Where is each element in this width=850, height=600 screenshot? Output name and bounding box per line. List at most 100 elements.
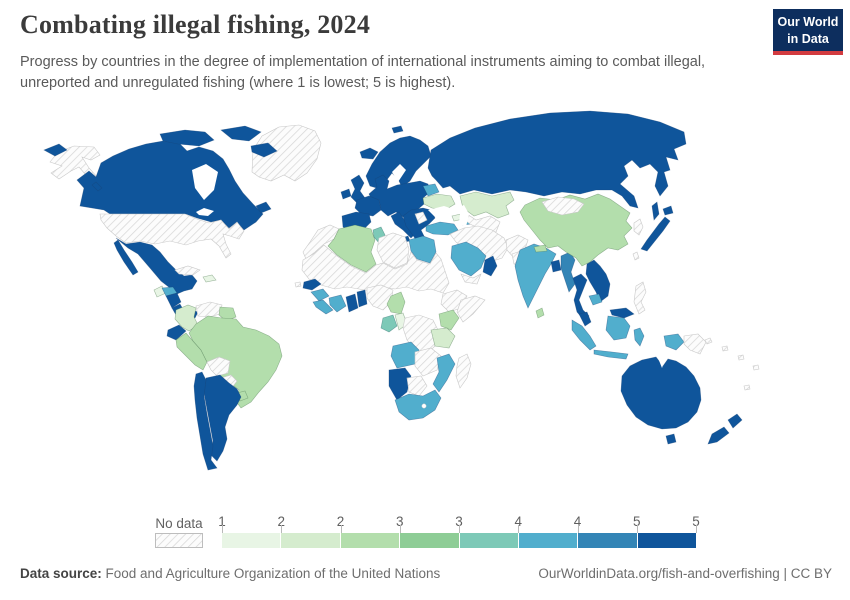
- legend-bin-5[interactable]: [459, 533, 519, 548]
- country-cote-divoire[interactable]: Côte d'Ivoire: [328, 294, 347, 313]
- country-papua-new-guinea[interactable]: Papua New Guinea: [683, 333, 707, 355]
- country-canada-newfoundland[interactable]: Canada: [255, 201, 272, 214]
- country-brazil[interactable]: Brazil: [188, 315, 283, 409]
- country-russia-sakhalin[interactable]: Russia: [651, 201, 660, 221]
- country-togo-benin[interactable]: Togo and Benin: [356, 289, 368, 308]
- country-malaysia-peninsula[interactable]: Malaysia: [578, 311, 592, 327]
- country-saudi-arabia[interactable]: Saudi Arabia: [450, 241, 487, 277]
- country-korea[interactable]: North and South Korea: [633, 218, 644, 236]
- country-egypt[interactable]: Egypt: [408, 235, 437, 264]
- country-myanmar[interactable]: Myanmar: [560, 251, 576, 293]
- country-mexico[interactable]: Mexico: [115, 237, 198, 295]
- country-mongolia[interactable]: Mongolia: [541, 196, 585, 216]
- country-vietnam-laos[interactable]: Vietnam and Laos: [585, 259, 611, 303]
- legend-no-data-swatch[interactable]: [155, 533, 203, 548]
- country-nicaragua[interactable]: Nicaragua: [165, 292, 182, 309]
- country-japan-hokkaido[interactable]: Japan: [662, 205, 674, 216]
- country-kenya[interactable]: Kenya: [438, 309, 460, 331]
- country-pacific-islands-3[interactable]: Pacific Islands: [737, 354, 745, 361]
- country-sierra-leone-liberia[interactable]: Sierra Leone and Liberia: [312, 299, 334, 315]
- country-indonesia-west-papua[interactable]: Indonesia: [663, 333, 685, 351]
- country-kazakhstan[interactable]: Kazakhstan: [459, 191, 515, 219]
- country-mozambique[interactable]: Mozambique: [432, 353, 456, 393]
- country-indonesia-borneo[interactable]: Indonesia: [605, 315, 631, 341]
- country-taiwan[interactable]: Taiwan: [632, 251, 640, 261]
- country-nigeria[interactable]: Nigeria: [366, 284, 394, 311]
- country-canada-island1[interactable]: Canada: [159, 129, 215, 147]
- country-france[interactable]: France: [354, 195, 382, 217]
- country-canada-island2[interactable]: Canada: [220, 125, 262, 142]
- country-indonesia-java[interactable]: Indonesia: [593, 349, 629, 360]
- legend-bin-8[interactable]: [637, 533, 696, 548]
- country-libya[interactable]: Libya: [376, 232, 410, 269]
- country-philippines[interactable]: Philippines: [633, 281, 647, 315]
- country-ecuador[interactable]: Ecuador: [166, 324, 187, 341]
- legend-bin-6[interactable]: [518, 533, 579, 548]
- legend-bin-2[interactable]: [281, 533, 341, 548]
- country-svalbard[interactable]: Svalbard: [391, 125, 404, 134]
- country-chile[interactable]: Chile: [193, 371, 218, 471]
- country-guinea[interactable]: Guinea: [310, 288, 330, 302]
- country-zambia-zimbabwe[interactable]: Zambia and Zimbabwe: [414, 347, 442, 377]
- owid-logo[interactable]: Our World in Data: [773, 9, 843, 55]
- country-belarus[interactable]: Belarus: [422, 183, 440, 197]
- country-pacific-islands-1[interactable]: Pacific Islands: [704, 337, 713, 345]
- country-russia[interactable]: Russia: [427, 110, 687, 209]
- country-pacific-islands-5[interactable]: Pacific Islands: [743, 384, 751, 391]
- country-balkans[interactable]: Southeast Europe: [402, 207, 436, 244]
- country-gabon[interactable]: Gabon: [380, 314, 398, 333]
- country-argentina[interactable]: Argentina: [203, 374, 242, 462]
- country-india[interactable]: India: [514, 243, 557, 309]
- country-iceland[interactable]: Iceland: [359, 147, 379, 160]
- country-botswana[interactable]: Botswana: [406, 375, 428, 397]
- country-greenland[interactable]: Greenland: [251, 124, 322, 182]
- country-ireland[interactable]: Ireland: [340, 188, 352, 200]
- country-senegal[interactable]: Senegal: [302, 278, 322, 291]
- country-australia-tasmania[interactable]: Australia: [665, 433, 677, 445]
- country-sahel[interactable]: Sahel and Sudan: [301, 244, 450, 294]
- country-pacific-islands-4[interactable]: Pacific Islands: [752, 364, 760, 371]
- country-somalia[interactable]: Somalia: [456, 295, 486, 323]
- country-usa[interactable]: United States: [99, 213, 245, 259]
- legend-bin-4[interactable]: [400, 533, 460, 548]
- country-malaysia-borneo[interactable]: Malaysia: [609, 307, 635, 319]
- country-mexico-baja[interactable]: Mexico: [113, 239, 139, 276]
- country-pacific-islands-2[interactable]: Pacific Islands: [721, 345, 729, 352]
- country-oman[interactable]: Oman: [482, 255, 498, 277]
- country-cuba[interactable]: Cuba: [174, 265, 201, 276]
- country-canada-vancouver-island[interactable]: Canada: [91, 181, 103, 192]
- country-venezuela[interactable]: Venezuela: [195, 301, 223, 318]
- country-bangladesh[interactable]: Bangladesh: [550, 259, 562, 273]
- country-japan-honshu[interactable]: Japan: [640, 216, 671, 252]
- country-bolivia[interactable]: Bolivia: [206, 356, 231, 377]
- country-china[interactable]: China: [519, 193, 633, 267]
- country-chukotka[interactable]: Russia: [43, 143, 68, 157]
- country-canada-island3[interactable]: Canada: [250, 142, 278, 158]
- country-ghana[interactable]: Ghana: [345, 293, 359, 313]
- country-morocco[interactable]: Morocco: [302, 224, 340, 260]
- country-europe-core[interactable]: Central Europe: [368, 174, 431, 218]
- country-sri-lanka[interactable]: Sri Lanka: [535, 307, 545, 319]
- country-cape-verde[interactable]: Cape Verde: [294, 281, 302, 288]
- country-yemen[interactable]: Yemen: [460, 273, 482, 285]
- country-madagascar[interactable]: Madagascar: [455, 353, 472, 389]
- legend-bin-1[interactable]: [222, 533, 282, 548]
- country-ukraine[interactable]: Ukraine: [422, 193, 456, 211]
- country-indonesia-sulawesi[interactable]: Indonesia: [633, 327, 645, 347]
- country-canada-mainland[interactable]: Canada: [76, 140, 264, 231]
- country-tanzania[interactable]: Tanzania: [430, 327, 456, 349]
- country-western-balkans[interactable]: Western Balkans: [414, 211, 428, 225]
- country-cambodia[interactable]: Cambodia: [588, 293, 603, 306]
- country-peru[interactable]: Peru: [175, 332, 208, 371]
- rights-link[interactable]: OurWorldinData.org/fish-and-overfishing …: [538, 566, 832, 581]
- legend-bin-7[interactable]: [578, 533, 638, 548]
- country-algeria[interactable]: Algeria: [327, 224, 377, 273]
- country-new-zealand-north[interactable]: New Zealand: [727, 413, 743, 429]
- legend-bin-3[interactable]: [340, 533, 401, 548]
- country-nepal[interactable]: Nepal: [533, 244, 548, 253]
- country-new-zealand-south[interactable]: New Zealand: [707, 426, 730, 445]
- country-indonesia-sumatra[interactable]: Indonesia: [571, 319, 597, 351]
- country-south-africa[interactable]: South Africa: [394, 389, 442, 421]
- country-namibia[interactable]: Namibia: [388, 367, 412, 401]
- country-hispaniola[interactable]: Dominican Republic: [202, 274, 217, 283]
